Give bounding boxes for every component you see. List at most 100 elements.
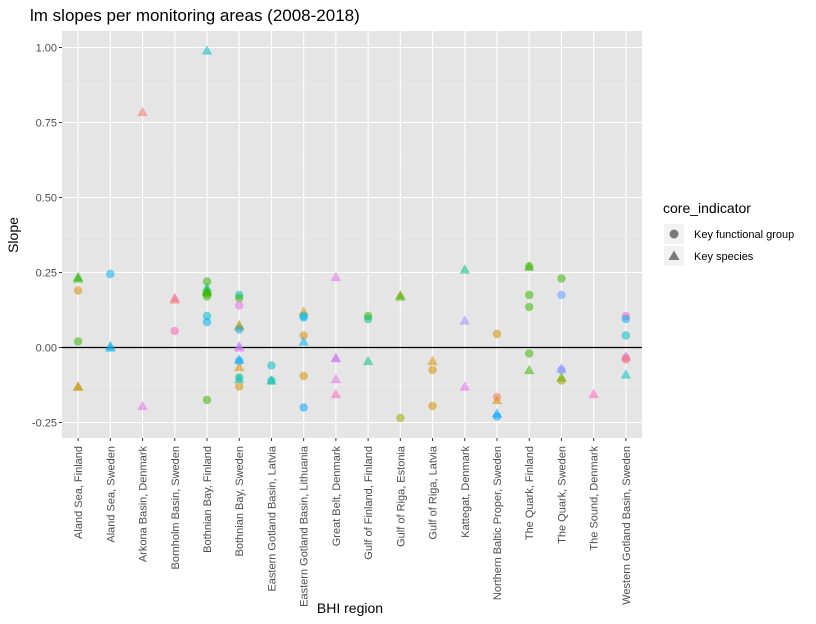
y-tick-label: 0.25 xyxy=(36,268,57,280)
x-tick-label: Bornholm Basin, Sweden xyxy=(170,446,182,570)
data-point-circle xyxy=(267,361,276,370)
data-point-circle xyxy=(557,376,566,385)
data-point-triangle xyxy=(491,394,503,405)
data-point-triangle xyxy=(524,261,535,271)
x-tick-label: The Quark, Finland xyxy=(524,446,536,540)
y-tick-label: 0.50 xyxy=(36,193,57,205)
data-point-triangle xyxy=(201,45,213,55)
data-point-triangle xyxy=(72,273,84,283)
legend-triangle-icon xyxy=(668,250,680,260)
data-point-triangle xyxy=(330,271,342,282)
x-tick-label: The Sound, Denmark xyxy=(589,446,601,551)
data-point-triangle xyxy=(459,264,470,274)
x-tick-label: Eastern Gotland Basin, Lithuania xyxy=(299,445,311,607)
data-point-circle xyxy=(621,331,631,340)
y-tick-label: -0.25 xyxy=(32,418,57,430)
x-axis-label: BHI region xyxy=(317,600,383,616)
data-point-circle xyxy=(557,290,566,300)
data-point-triangle xyxy=(620,369,632,379)
data-point-circle xyxy=(492,329,502,339)
data-point-triangle xyxy=(427,355,438,366)
data-point-circle xyxy=(235,382,244,391)
y-tick-label: 1.00 xyxy=(36,43,57,55)
data-point-circle xyxy=(299,313,308,322)
data-point-circle xyxy=(73,337,83,346)
legend-title: core_indicator xyxy=(663,200,751,216)
data-point-circle xyxy=(73,286,83,295)
x-tick-label: Aland Sea, Finland xyxy=(73,446,85,539)
x-tick-label: Kattegat, Denmark xyxy=(460,446,472,538)
x-tick-label: Bothnian Bay, Sweden xyxy=(234,446,246,556)
x-tick-label: Eastern Gotland Basin, Latvia xyxy=(266,445,278,591)
data-point-triangle xyxy=(137,106,148,117)
data-point-triangle xyxy=(362,355,374,366)
data-point-triangle xyxy=(588,388,599,399)
data-point-circle xyxy=(235,293,244,303)
data-point-circle xyxy=(202,317,212,327)
x-tick-label: Bothnian Bay, Finland xyxy=(202,446,214,553)
data-point-circle xyxy=(267,376,276,385)
legend-label-key-functional-group: Key functional group xyxy=(694,229,794,241)
data-point-triangle xyxy=(105,342,116,352)
data-point-circle xyxy=(235,325,244,334)
x-tick-label: Northern Baltic Proper, Sweden xyxy=(492,446,504,600)
data-point-triangle xyxy=(169,294,180,304)
data-point-circle xyxy=(428,365,437,375)
x-tick-label: Great Belt, Denmark xyxy=(331,446,343,547)
data-point-triangle xyxy=(72,381,84,391)
x-tick-label: Western Gotland Basin, Sweden xyxy=(621,446,633,605)
plot-panel xyxy=(62,31,642,438)
data-point-triangle xyxy=(137,400,148,411)
data-points xyxy=(72,45,632,423)
y-axis-label: Slope xyxy=(5,217,21,253)
x-tick-label: Gulf of Riga, Estonia xyxy=(395,445,407,547)
x-tick-label: Gulf of Finland, Finland xyxy=(363,446,375,560)
data-point-circle xyxy=(106,269,115,279)
data-point-circle xyxy=(557,365,566,375)
data-point-circle xyxy=(299,331,308,340)
data-point-circle xyxy=(525,302,534,312)
data-point-triangle xyxy=(234,342,245,352)
data-point-circle xyxy=(525,349,534,358)
data-point-circle xyxy=(170,326,179,336)
data-point-triangle xyxy=(459,315,470,325)
data-point-circle xyxy=(235,356,244,366)
x-tick-label: The Quark, Sweden xyxy=(556,446,568,544)
legend-label-key-species: Key species xyxy=(694,251,754,263)
data-point-circle xyxy=(202,292,212,301)
x-tick-label: Gulf of Riga, Latvia xyxy=(428,445,440,539)
data-point-circle xyxy=(557,274,566,283)
data-point-triangle xyxy=(234,373,245,384)
x-axis: Aland Sea, Finland Aland Sea, Sweden Arkon… xyxy=(73,438,633,607)
legend-circle-icon xyxy=(669,229,679,239)
data-point-circle xyxy=(621,355,631,364)
legend: core_indicator Key functional group Key … xyxy=(663,200,794,266)
data-point-circle xyxy=(525,290,534,300)
y-tick-label: 0.75 xyxy=(36,118,57,130)
y-axis: -0.25 0.00 0.25 0.50 0.75 1.00 xyxy=(32,43,62,430)
data-point-circle xyxy=(396,413,405,423)
data-point-triangle xyxy=(330,373,342,384)
x-tick-label: Aland Sea, Sweden xyxy=(105,446,117,543)
data-point-circle xyxy=(621,314,631,324)
data-point-triangle xyxy=(330,352,342,363)
x-tick-label: Arkona Basin, Denmark xyxy=(138,446,150,563)
data-point-triangle xyxy=(395,291,406,301)
chart-title: lm slopes per monitoring areas (2008-201… xyxy=(30,6,360,25)
data-point-circle xyxy=(363,314,373,324)
y-tick-label: 0.00 xyxy=(36,343,57,355)
data-point-circle xyxy=(428,401,437,411)
data-point-triangle xyxy=(524,364,535,375)
data-point-triangle xyxy=(234,361,245,372)
data-point-circle xyxy=(202,395,212,405)
data-point-triangle xyxy=(459,381,470,391)
data-point-circle xyxy=(202,311,212,321)
data-point-circle xyxy=(235,301,244,310)
data-point-triangle xyxy=(298,336,309,346)
data-point-triangle xyxy=(330,388,342,399)
data-point-circle xyxy=(299,371,308,381)
data-point-circle xyxy=(299,403,308,412)
data-point-circle xyxy=(202,277,212,286)
